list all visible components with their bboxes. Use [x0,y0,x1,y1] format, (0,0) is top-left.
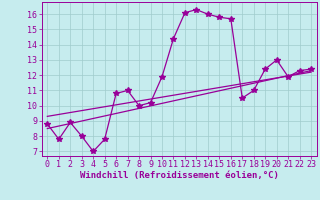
X-axis label: Windchill (Refroidissement éolien,°C): Windchill (Refroidissement éolien,°C) [80,171,279,180]
